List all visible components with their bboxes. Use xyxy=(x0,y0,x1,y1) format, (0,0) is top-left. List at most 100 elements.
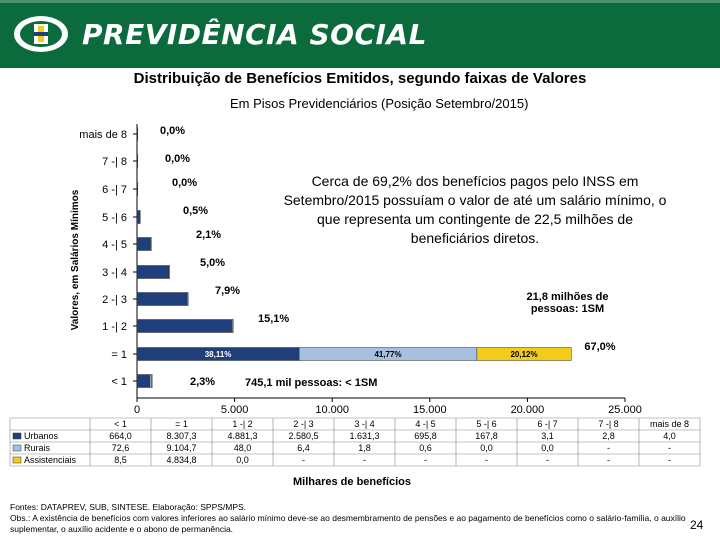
bar-urbanos-3 xyxy=(136,292,188,306)
table-cell-urbanos-7: 3,1 xyxy=(541,431,554,441)
bar-urbanos-4 xyxy=(136,265,170,279)
chart-title: Distribuição de Benefícios Emitidos, seg… xyxy=(133,70,587,87)
table-cell-assistenciais-0: 8,5 xyxy=(114,455,127,465)
footer-obs: Obs.: A existência de benefícios com val… xyxy=(10,513,686,534)
bar-percent-label-5: 2,1% xyxy=(196,229,221,241)
segment-label-1: 41,77% xyxy=(374,350,401,359)
legend-swatch-rurais xyxy=(12,444,22,452)
y-tick-label-2: 1 -| 2 xyxy=(102,321,127,333)
x-tick-label-4: 20.000 xyxy=(511,404,545,416)
y-tick-label-4: 3 -| 4 xyxy=(102,267,127,279)
legend-swatch-assistenciais xyxy=(12,456,22,464)
table-cell-rurais-0: 72,6 xyxy=(112,443,130,453)
table-header-2: 1 -| 2 xyxy=(232,419,252,429)
annotation-below-1sm: 745,1 mil pessoas: < 1SM xyxy=(245,377,378,389)
table-cell-assistenciais-8: - xyxy=(607,455,610,465)
table-cell-assistenciais-6: - xyxy=(485,455,488,465)
table-cell-rurais-9: - xyxy=(668,443,671,453)
table-header-9: mais de 8 xyxy=(650,419,689,429)
table-cell-rurais-2: 48,0 xyxy=(234,443,252,453)
table-cell-rurais-3: 6,4 xyxy=(297,443,310,453)
table-cell-assistenciais-2: 0,0 xyxy=(236,455,249,465)
y-axis-title: Valores, em Salários Mínimos xyxy=(70,189,81,330)
table-header-0: < 1 xyxy=(114,419,127,429)
table-cell-urbanos-6: 167,8 xyxy=(475,431,498,441)
x-tick-label-2: 10.000 xyxy=(315,404,349,416)
legend-swatch-urbanos xyxy=(12,432,22,440)
chart-subtitle: Em Pisos Previdenciários (Posição Setemb… xyxy=(230,96,529,111)
x-tick-label-3: 15.000 xyxy=(413,404,447,416)
y-tick-label-6: 5 -| 6 xyxy=(102,212,127,224)
table-cell-rurais-8: - xyxy=(607,443,610,453)
footer-notes: Fontes: DATAPREV, SUB, SINTESE. Elaboraç… xyxy=(10,502,700,535)
bar-urbanos-5 xyxy=(136,237,151,251)
page-number: 24 xyxy=(690,518,704,532)
x-tick-label-0: 0 xyxy=(134,404,140,416)
table-cell-rurais-7: 0,0 xyxy=(541,443,554,453)
bar-urbanos-8 xyxy=(136,154,139,168)
table-cell-assistenciais-1: 4.834,8 xyxy=(166,455,196,465)
table-cell-assistenciais-5: - xyxy=(424,455,427,465)
table-header-7: 6 -| 7 xyxy=(537,419,557,429)
legend-label-urbanos: Urbanos xyxy=(24,431,59,441)
bar-percent-label-2: 15,1% xyxy=(258,313,289,325)
legend-label-rurais: Rurais xyxy=(24,443,51,453)
x-tick-label-5: 25.000 xyxy=(608,404,642,416)
segment-label-2: 20,12% xyxy=(510,350,537,359)
brand-name: PREVIDÊNCIA SOCIAL xyxy=(82,18,427,51)
annotation-1sm: 21,8 milhões de pessoas: 1SM xyxy=(526,291,609,315)
bar-percent-label-9: 0,0% xyxy=(160,125,185,137)
bar-urbanos-2 xyxy=(136,319,233,333)
summary-note: Cerca de 69,2% dos benefícios pagos pelo… xyxy=(283,173,667,246)
bar-percent-label-8: 0,0% xyxy=(165,153,190,165)
bar-assistenciais-0 xyxy=(151,374,153,388)
y-tick-label-0: < 1 xyxy=(111,376,127,388)
table-cell-assistenciais-9: - xyxy=(668,455,671,465)
y-tick-label-7: 6 -| 7 xyxy=(102,184,127,196)
x-axis-title: Milhares de benefícios xyxy=(293,476,411,488)
table-cell-urbanos-9: 4,0 xyxy=(663,431,676,441)
table-cell-urbanos-5: 695,8 xyxy=(414,431,437,441)
y-tick-label-9: mais de 8 xyxy=(79,129,127,141)
table-cell-rurais-6: 0,0 xyxy=(480,443,493,453)
header-bar: PREVIDÊNCIA SOCIAL xyxy=(0,0,720,68)
y-tick-label-8: 7 -| 8 xyxy=(102,156,127,168)
table-cell-urbanos-1: 8.307,3 xyxy=(166,431,196,441)
previdencia-logo-icon xyxy=(14,16,68,52)
table-cell-urbanos-3: 2.580,5 xyxy=(288,431,318,441)
legend-label-assistenciais: Assistenciais xyxy=(24,455,77,465)
table-cell-urbanos-4: 1.631,3 xyxy=(349,431,379,441)
bar-rurais-2 xyxy=(232,319,234,333)
y-tick-label-1: = 1 xyxy=(111,349,127,361)
table-header-6: 5 -| 6 xyxy=(476,419,496,429)
table-cell-assistenciais-7: - xyxy=(546,455,549,465)
table-cell-rurais-1: 9.104,7 xyxy=(166,443,196,453)
bar-percent-label-6: 0,5% xyxy=(183,205,208,217)
table-header-5: 4 -| 5 xyxy=(415,419,435,429)
x-tick-label-1: 5.000 xyxy=(221,404,249,416)
table-header-1: = 1 xyxy=(175,419,188,429)
table-cell-assistenciais-4: - xyxy=(363,455,366,465)
table-cell-urbanos-0: 664,0 xyxy=(109,431,132,441)
table-header-8: 7 -| 8 xyxy=(598,419,618,429)
table-cell-rurais-5: 0,6 xyxy=(419,443,432,453)
annotation-equal-1sm-pct: 67,0% xyxy=(584,341,616,353)
bar-urbanos-6 xyxy=(136,210,141,224)
table-header-3: 2 -| 3 xyxy=(293,419,313,429)
bar-urbanos-0 xyxy=(136,374,151,388)
table-cell-assistenciais-3: - xyxy=(302,455,305,465)
table-header-4: 3 -| 4 xyxy=(354,419,374,429)
bar-percent-label-4: 5,0% xyxy=(200,257,225,269)
y-tick-label-3: 2 -| 3 xyxy=(102,294,127,306)
bar-rurais-3 xyxy=(187,292,189,306)
footer-sources: Fontes: DATAPREV, SUB, SINTESE. Elaboraç… xyxy=(10,502,247,512)
bar-urbanos-7 xyxy=(136,182,139,196)
bar-assistenciais-1 xyxy=(476,347,572,361)
bar-rurais-5 xyxy=(150,237,152,251)
y-tick-label-5: 4 -| 5 xyxy=(102,239,127,251)
table-cell-urbanos-8: 2,8 xyxy=(602,431,615,441)
bar-percent-label-7: 0,0% xyxy=(172,177,197,189)
bar-rurais-4 xyxy=(168,265,170,279)
bar-urbanos-9 xyxy=(136,127,139,141)
